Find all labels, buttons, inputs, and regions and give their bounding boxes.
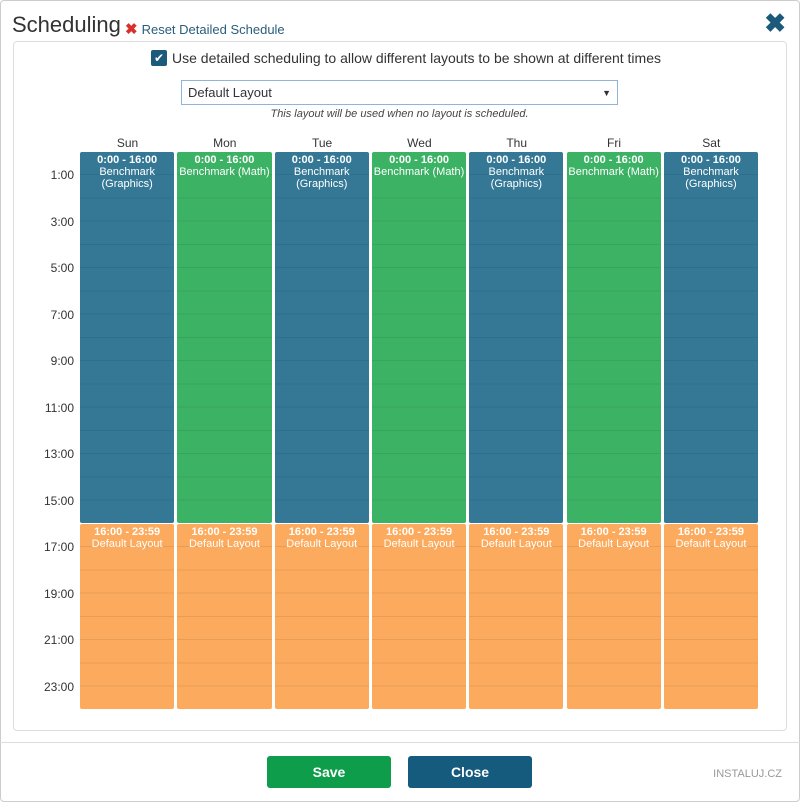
schedule-panel [13,41,787,731]
hour-label: 13:00 [43,447,74,462]
schedule-block[interactable]: 0:00 - 16:00 Benchmark (Graphics) [663,152,759,523]
schedule-block[interactable]: 0:00 - 16:00 Benchmark (Graphics) [80,152,175,523]
x-icon: ✖ [125,21,138,38]
block-time: 16:00 - 23:59 [677,526,744,538]
reset-schedule-link[interactable]: ✖ Reset Detailed Schedule [125,20,285,38]
block-time: 0:00 - 16:00 [291,154,352,166]
block-layout: Benchmark (Graphics) [683,166,739,190]
checkmark-icon[interactable]: ✔ [151,50,167,66]
hour-label: 17:00 [43,540,74,555]
dialog-title: Scheduling [12,12,121,37]
block-time: 0:00 - 16:00 [583,154,644,166]
schedule-block[interactable]: 16:00 - 23:59 Default Layout [566,524,661,709]
hour-label: 23:00 [43,679,74,694]
block-time: 16:00 - 23:59 [483,526,550,538]
block-layout: Default Layout [286,538,358,550]
schedule-block[interactable]: 16:00 - 23:59 Default Layout [469,524,564,709]
selected-layout: Default Layout [188,85,272,100]
hour-label: 9:00 [50,354,74,369]
schedule-block[interactable]: 16:00 - 23:59 Default Layout [80,524,175,709]
hour-label: 15:00 [43,493,74,508]
day-header: Sat [702,136,721,150]
schedule-block[interactable]: 16:00 - 23:59 Default Layout [177,524,272,709]
default-layout-hint: This layout will be used when no layout … [270,108,529,120]
block-time: 16:00 - 23:59 [288,526,355,538]
default-layout-select[interactable]: Default Layout ▼ [181,80,618,105]
block-time: 16:00 - 23:59 [191,526,258,538]
block-time: 0:00 - 16:00 [486,154,547,166]
day-header: Sun [116,136,139,150]
block-time: 16:00 - 23:59 [580,526,647,538]
block-layout: Default Layout [480,538,552,550]
schedule-block[interactable]: 16:00 - 23:59 Default Layout [274,524,369,709]
block-layout: Benchmark (Graphics) [99,166,155,190]
hour-label: 21:00 [43,633,74,648]
block-time: 0:00 - 16:00 [680,154,741,166]
schedule-block[interactable]: 16:00 - 23:59 Default Layout [371,524,467,709]
save-button[interactable]: Save [267,756,391,788]
watermark: INSTALUJ.CZ [713,768,782,780]
schedule-block[interactable]: 16:00 - 23:59 Default Layout [663,524,759,709]
dialog-footer [0,742,800,743]
schedule-block[interactable]: 0:00 - 16:00 Benchmark (Math) [177,152,272,523]
day-header: Thu [506,136,528,150]
block-time: 0:00 - 16:00 [194,154,255,166]
block-time: 0:00 - 16:00 [389,154,449,166]
day-header: Mon [213,136,237,150]
hour-label: 5:00 [50,261,74,276]
block-layout: Default Layout [578,538,650,550]
block-layout: Benchmark (Graphics) [488,166,545,190]
block-layout: Default Layout [383,538,455,550]
checkbox-label: Use detailed scheduling to allow differe… [172,50,661,66]
day-header: Fri [607,136,621,150]
hour-label: 3:00 [50,214,74,229]
schedule-block[interactable]: 0:00 - 16:00 Benchmark (Math) [371,152,467,523]
block-time: 16:00 - 23:59 [94,526,161,538]
close-icon[interactable]: ✖ [764,8,786,38]
block-time: 0:00 - 16:00 [97,154,158,166]
block-layout: Benchmark (Math) [373,166,465,178]
detailed-scheduling-checkbox[interactable]: ✔ Use detailed scheduling to allow differ… [151,50,661,66]
day-header: Wed [407,136,432,150]
block-layout: Default Layout [675,538,747,550]
block-layout: Benchmark (Math) [568,166,659,178]
block-time: 16:00 - 23:59 [386,526,453,538]
block-layout: Default Layout [188,538,260,550]
hour-label: 19:00 [43,586,74,601]
block-layout: Default Layout [91,538,163,550]
close-button[interactable]: Close [408,756,532,788]
hour-label: 7:00 [50,307,74,322]
schedule-block[interactable]: 0:00 - 16:00 Benchmark (Graphics) [274,152,369,523]
schedule-block[interactable]: 0:00 - 16:00 Benchmark (Math) [566,152,661,523]
block-layout: Benchmark (Graphics) [293,166,350,190]
schedule-block[interactable]: 0:00 - 16:00 Benchmark (Graphics) [469,152,564,523]
reset-label: Reset Detailed Schedule [141,22,285,37]
hour-label: 11:00 [44,400,74,415]
day-header: Tue [311,136,333,150]
hour-label: 1:00 [50,168,74,183]
block-layout: Benchmark (Math) [179,166,270,178]
caret-down-icon: ▼ [602,88,611,98]
